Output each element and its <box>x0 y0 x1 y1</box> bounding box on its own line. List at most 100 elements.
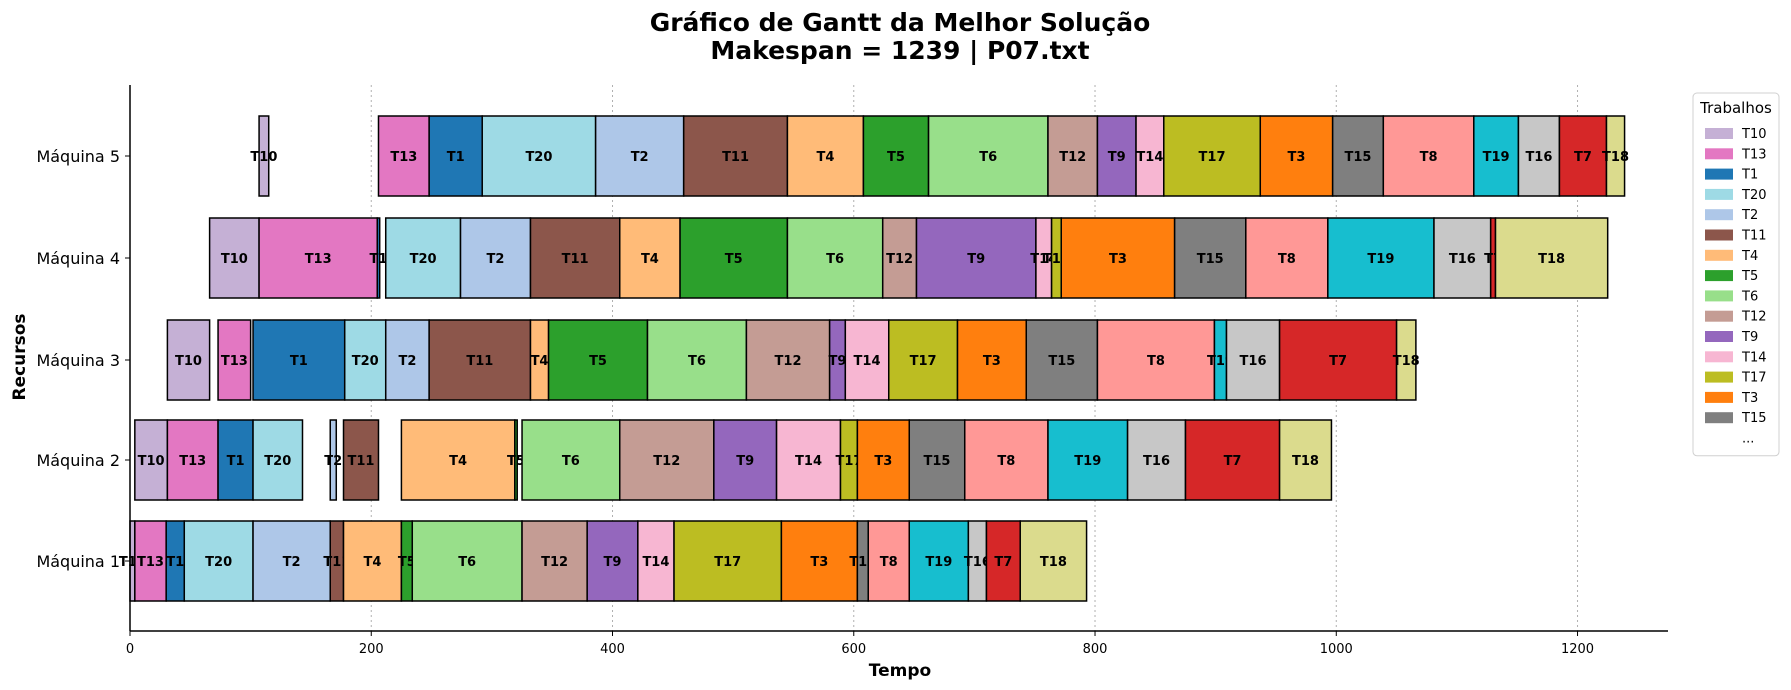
task-bar <box>673 520 783 602</box>
task-label: T8 <box>880 555 898 570</box>
task-label: T19 <box>1483 150 1510 165</box>
task-bar <box>1047 115 1099 197</box>
y-tick-label: Máquina 5 <box>36 147 120 166</box>
task-label: T14 <box>1136 150 1163 165</box>
task-bar <box>775 419 842 501</box>
legend-swatch <box>1705 331 1733 342</box>
task-label: T5 <box>887 150 905 165</box>
x-tick-label: 1200 <box>1561 642 1594 657</box>
task-label: T13 <box>137 555 164 570</box>
task-label: T2 <box>487 252 505 267</box>
legend-swatch <box>1705 310 1733 322</box>
task-label: T1 <box>290 354 308 369</box>
legend-swatch <box>1705 128 1733 139</box>
task-bar <box>547 319 649 401</box>
legend-label: T1 <box>1741 168 1758 183</box>
y-tick-label: Máquina 1 <box>36 552 120 571</box>
task-label: T4 <box>641 252 659 267</box>
task-label: T17 <box>1199 150 1226 165</box>
axes: 0 200 400 600 800 1000 1200 Máquina 1 Máquina 2 M… <box>36 85 1668 657</box>
task-label: T15 <box>924 454 951 469</box>
y-tick-label: Máquina 4 <box>36 249 120 268</box>
task-label: T18 <box>1538 252 1565 267</box>
task-bar <box>252 520 331 602</box>
task-label: T20 <box>205 555 232 570</box>
task-bar <box>1060 217 1176 299</box>
legend-label: T3 <box>1741 391 1758 406</box>
task-bar <box>618 419 715 501</box>
task-bar <box>844 319 890 401</box>
task-label: T20 <box>264 454 291 469</box>
task-bar <box>780 520 859 602</box>
legend-label: T20 <box>1741 188 1766 203</box>
task-bar <box>208 217 260 299</box>
task-bar <box>1025 319 1099 401</box>
task-bar <box>1163 115 1262 197</box>
task-label: T10 <box>250 150 277 165</box>
task-bar <box>646 319 748 401</box>
task-bar <box>521 419 621 501</box>
task-label: T18 <box>1292 454 1319 469</box>
task-bar <box>1126 419 1187 501</box>
task-bar <box>400 419 516 501</box>
task-label: T14 <box>642 555 669 570</box>
task-label: T11 <box>562 252 589 267</box>
task-label: T10 <box>138 454 165 469</box>
task-bar <box>927 115 1049 197</box>
task-bar <box>908 520 970 602</box>
task-bar <box>1382 115 1475 197</box>
task-bar <box>682 115 789 197</box>
legend-label: T9 <box>1741 330 1758 345</box>
legend: Trabalhos T10 T13 T1 T20 T2 T11 T4 T5 T6 T12 T9 T14 T… <box>1692 92 1780 457</box>
task-label: T9 <box>1108 150 1126 165</box>
task-label: T7 <box>994 555 1012 570</box>
task-label: T16 <box>1525 150 1552 165</box>
task-label: T12 <box>541 555 568 570</box>
y-axis-title: Recursos <box>10 313 30 400</box>
legend-label: T15 <box>1741 411 1766 426</box>
legend-swatch <box>1705 412 1733 424</box>
legend-label: T5 <box>1741 269 1758 284</box>
task-label: T13 <box>305 252 332 267</box>
task-label: T17 <box>714 555 741 570</box>
task-bar <box>1558 115 1608 197</box>
x-tick-label: 800 <box>1083 642 1108 657</box>
task-label: T16 <box>1143 454 1170 469</box>
task-label: T18 <box>1602 150 1629 165</box>
task-label: T1 <box>166 555 184 570</box>
x-tick-label: 400 <box>600 642 625 657</box>
task-bar <box>428 319 532 401</box>
task-bar <box>1245 217 1329 299</box>
task-bar <box>618 217 681 299</box>
task-bar <box>428 115 483 197</box>
task-bar <box>1259 115 1334 197</box>
task-label: T9 <box>604 555 622 570</box>
legend-label: T17 <box>1741 371 1766 386</box>
task-bar <box>1173 217 1247 299</box>
task-bar <box>514 419 518 501</box>
task-bar <box>217 319 252 401</box>
task-bar <box>342 419 380 501</box>
legend-label: T4 <box>1741 249 1758 264</box>
task-label: T9 <box>967 252 985 267</box>
task-label: T16 <box>964 555 991 570</box>
legend-label: T2 <box>1741 208 1758 223</box>
task-bar <box>867 520 911 602</box>
task-bar <box>329 419 338 501</box>
task-label: T11 <box>466 354 493 369</box>
task-bar <box>521 520 588 602</box>
task-label: T6 <box>458 555 476 570</box>
task-label: T13 <box>221 354 248 369</box>
task-bar <box>1019 520 1088 602</box>
task-label: T3 <box>983 354 1001 369</box>
task-label: T19 <box>925 555 952 570</box>
legend-label: T13 <box>1741 147 1766 162</box>
task-label: T1 <box>227 454 245 469</box>
task-label: T13 <box>390 150 417 165</box>
task-label: T3 <box>874 454 892 469</box>
task-label: T14 <box>854 354 881 369</box>
task-bar <box>1225 319 1281 401</box>
legend-swatch <box>1705 391 1733 403</box>
task-label: T6 <box>826 252 844 267</box>
